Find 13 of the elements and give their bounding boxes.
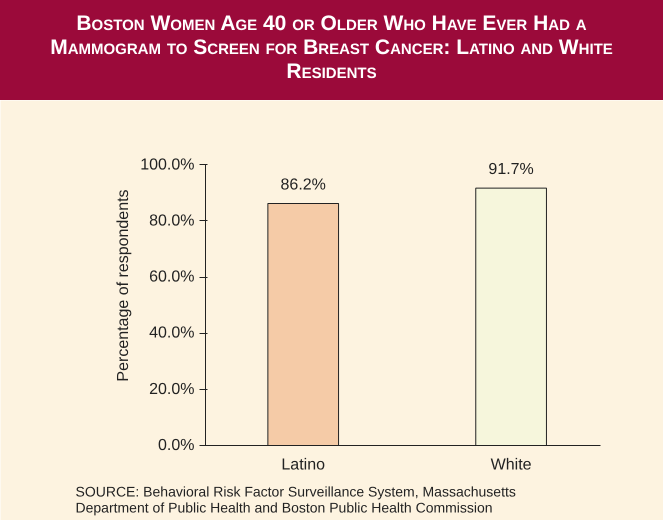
y-tick-label: 0.0% <box>158 437 194 454</box>
x-tick-label: White <box>490 456 532 474</box>
data-label: 86.2% <box>280 176 326 194</box>
data-label: 91.7% <box>488 161 534 178</box>
y-tick-label: 20.0% <box>149 380 195 398</box>
y-tick-label: 40.0% <box>149 324 195 342</box>
x-tick-label: Latino <box>281 456 326 474</box>
y-tick-label: 60.0% <box>149 268 195 286</box>
y-tick-label: 80.0% <box>149 212 195 230</box>
y-axis-title: Percentage of respondents <box>115 189 132 382</box>
chart-title: Boston Women Age 40 or Older Who Have Ever Had a Mammogram to Screen for Breast Cancer: Latino and White Residents <box>49 12 614 84</box>
source-note: SOURCE: Behavioral Risk Factor Surveillance System, Massachusetts Department of Public Health and Boston Public Health Commission <box>76 484 516 516</box>
y-tick-label: 100.0% <box>140 156 194 174</box>
